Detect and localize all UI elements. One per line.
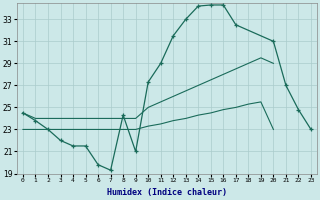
X-axis label: Humidex (Indice chaleur): Humidex (Indice chaleur) <box>107 188 227 197</box>
